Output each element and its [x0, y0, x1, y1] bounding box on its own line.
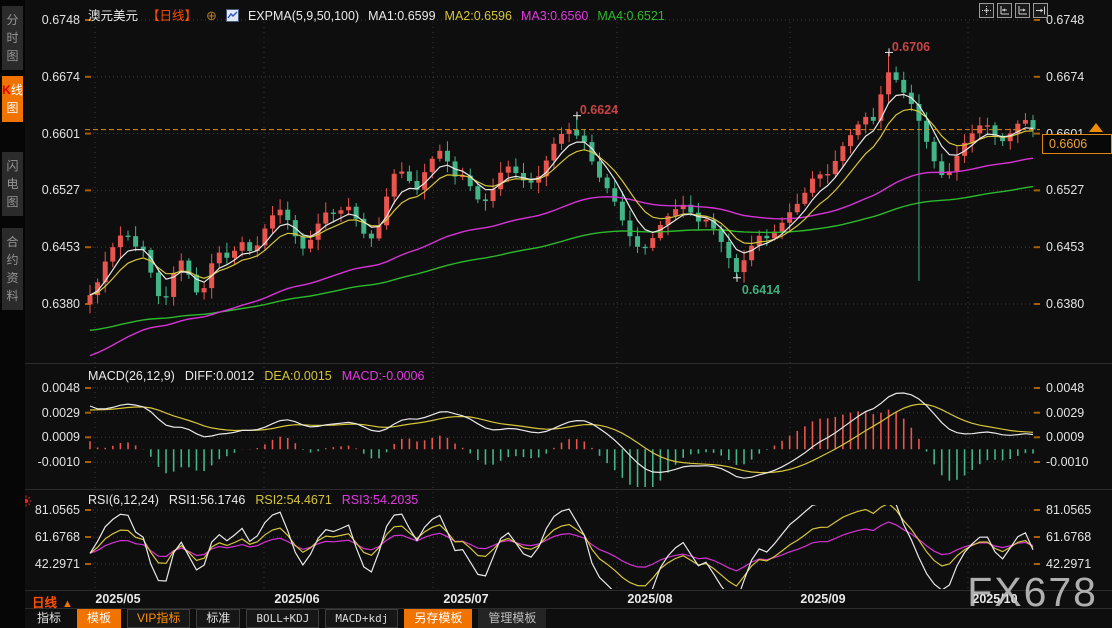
bottom-toolbar: 指标 模板 VIP指标 标准 BOLL+KDJ MACD+kdj 另存模板 管理…	[27, 608, 547, 628]
price-axis-label: 0.6453	[1046, 240, 1085, 254]
jump-latest-icon[interactable]	[1033, 3, 1048, 18]
ma4-value: MA4:0.6521	[597, 9, 665, 23]
rsi1-value: RSI1:56.1746	[168, 493, 246, 507]
price-axis-label: 0.6380	[41, 297, 80, 311]
pan-move-icon[interactable]	[979, 3, 994, 18]
macd-axis-label: 0.0009	[1046, 430, 1085, 444]
macd-kdj-button[interactable]: MACD+kdj	[325, 608, 399, 628]
sidebar-item-kline-chart[interactable]: K线图	[2, 76, 23, 122]
x-axis-date: 2025/08	[627, 592, 673, 606]
price-axis-label: 0.6453	[41, 240, 80, 254]
rsi-axis-label: 42.2971	[1046, 557, 1092, 571]
save-template-button[interactable]: 另存模板	[404, 608, 473, 628]
ma1-value: MA1:0.6599	[368, 9, 436, 23]
template-button[interactable]: 模板	[77, 608, 122, 628]
x-axis-date: 2025/09	[800, 592, 846, 606]
macd-title: MACD(26,12,9)	[88, 369, 175, 383]
low-annotation: 0.6414	[741, 283, 781, 297]
macd-axis-label: 0.0048	[1046, 381, 1085, 395]
standard-button[interactable]: 标准	[196, 608, 241, 628]
rsi3-value: RSI3:54.2035	[341, 493, 419, 507]
sidebar: 分时图 K线图 闪电图 合约资料	[0, 0, 25, 628]
macd-diff-value: DIFF:0.0012	[184, 369, 255, 383]
timeframe-selector[interactable]: 日线 ▲	[32, 592, 73, 611]
x-axis-date: 2025/05	[95, 592, 141, 606]
rsi-axis-label: 61.6768	[34, 530, 80, 544]
macd-axis-label: -0.0010	[1046, 455, 1089, 469]
symbol-name: 澳元美元	[88, 9, 139, 23]
rsi-axis-label: 81.0565	[34, 503, 80, 517]
chart-toolbar	[979, 3, 1048, 18]
indicator-name: EXPMA(5,9,50,100)	[247, 9, 360, 23]
current-price-box: 0.6606	[1042, 134, 1112, 154]
macd-dea-value: DEA:0.0015	[264, 369, 332, 383]
swing-high-annotation: 0.6624	[579, 103, 619, 117]
sidebar-item-kline-accent: K	[2, 83, 11, 97]
chevron-up-icon: ▲	[62, 598, 73, 610]
macd-panel-header: MACD(26,12,9) DIFF:0.0012 DEA:0.0015 MACD:-…	[88, 369, 434, 383]
boll-kdj-button[interactable]: BOLL+KDJ	[246, 608, 320, 628]
price-up-arrow-icon	[1089, 123, 1103, 132]
macd-hist-value: MACD:-0.0006	[341, 369, 425, 383]
high-annotation: 0.6706	[891, 40, 931, 54]
watermark: FX678	[967, 569, 1098, 615]
ma2-value: MA2:0.6596	[444, 9, 512, 23]
price-axis-label: 0.6748	[41, 13, 80, 27]
macd-axis-label: -0.0010	[37, 455, 80, 469]
price-axis-label: 0.6601	[41, 127, 80, 141]
macd-axis-label: 0.0009	[41, 430, 80, 444]
rsi-axis-label: 81.0565	[1046, 503, 1092, 517]
x-axis-date: 2025/10	[972, 592, 1018, 606]
scroll-right-icon[interactable]	[1015, 3, 1030, 18]
manage-template-button[interactable]: 管理模板	[478, 608, 547, 628]
sidebar-item-contract-info[interactable]: 合约资料	[2, 228, 23, 310]
rsi-title: RSI(6,12,24)	[88, 493, 159, 507]
sidebar-item-time-chart[interactable]: 分时图	[2, 6, 23, 70]
rsi-panel-header: RSI(6,12,24) RSI1:56.1746 RSI2:54.4671 RSI3…	[88, 493, 428, 507]
price-axis-label: 0.6674	[41, 70, 80, 84]
timeframe-label: 日线	[32, 596, 58, 610]
x-axis-date: 2025/07	[443, 592, 489, 606]
period-badge: 【日线】	[147, 9, 198, 23]
rsi-axis-label: 61.6768	[1046, 530, 1092, 544]
rsi-axis-label: 42.2971	[34, 557, 80, 571]
price-axis-label: 0.6527	[1046, 183, 1085, 197]
sidebar-item-kline-label: 线图	[6, 83, 23, 115]
price-axis-label: 0.6380	[1046, 297, 1085, 311]
macd-axis-label: 0.0029	[1046, 406, 1085, 420]
rsi2-value: RSI2:54.4671	[255, 493, 332, 507]
vip-indicator-button[interactable]: VIP指标	[127, 608, 191, 628]
sidebar-item-flash-chart[interactable]: 闪电图	[2, 152, 23, 216]
scroll-left-icon[interactable]	[997, 3, 1012, 18]
main-chart-header: 澳元美元 【日线】 ⊕ EXPMA(5,9,50,100) MA1:0.6599 MA2…	[88, 5, 674, 25]
ma3-value: MA3:0.6560	[520, 9, 589, 23]
price-axis-label: 0.6674	[1046, 70, 1085, 84]
price-axis-label: 0.6748	[1046, 13, 1085, 27]
macd-axis-label: 0.0029	[41, 406, 80, 420]
macd-axis-label: 0.0048	[41, 381, 80, 395]
add-indicator-icon[interactable]: ⊕	[206, 8, 217, 23]
x-axis-date: 2025/06	[274, 592, 320, 606]
indicator-chip-icon	[225, 9, 239, 25]
price-axis-label: 0.6527	[41, 183, 80, 197]
indicator-button[interactable]: 指标	[37, 610, 62, 625]
